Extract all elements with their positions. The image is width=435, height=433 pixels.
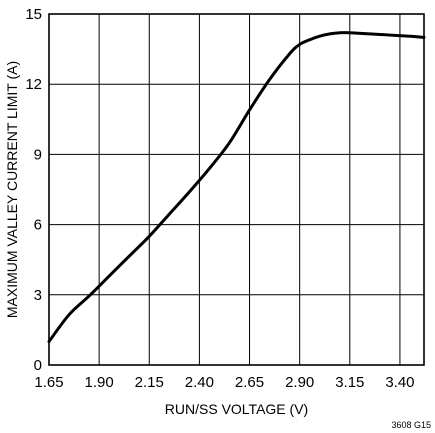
plot-frame — [48, 13, 425, 366]
x-tick-label: 2.65 — [235, 374, 264, 391]
x-tick-label: 3.40 — [385, 374, 414, 391]
x-axis-label: RUN/SS VOLTAGE (V) — [165, 401, 308, 417]
x-tick-label: 2.15 — [135, 374, 164, 391]
x-tick-label: 1.90 — [85, 374, 114, 391]
x-tick-label: 3.15 — [335, 374, 364, 391]
y-axis-label: MAXIMUM VALLEY CURRENT LIMIT (A) — [4, 61, 20, 318]
y-tick-label: 12 — [25, 76, 42, 93]
x-tick-label: 2.40 — [185, 374, 214, 391]
y-tick-label: 3 — [34, 287, 42, 304]
y-tick-label: 0 — [34, 357, 42, 374]
figure-code: 3608 G15 — [391, 420, 431, 430]
x-tick-labels: 1.65 1.90 2.15 2.40 2.65 2.90 3.15 3.40 — [34, 374, 414, 391]
y-tick-label: 15 — [25, 6, 42, 23]
series-line — [47, 31, 426, 344]
x-tick-label: 1.65 — [34, 374, 63, 391]
y-tick-label: 6 — [34, 217, 42, 234]
grid — [49, 14, 424, 365]
x-tick-label: 2.90 — [285, 374, 314, 391]
y-tick-label: 9 — [34, 146, 42, 163]
y-tick-labels: 0 3 6 9 12 15 — [25, 6, 42, 374]
